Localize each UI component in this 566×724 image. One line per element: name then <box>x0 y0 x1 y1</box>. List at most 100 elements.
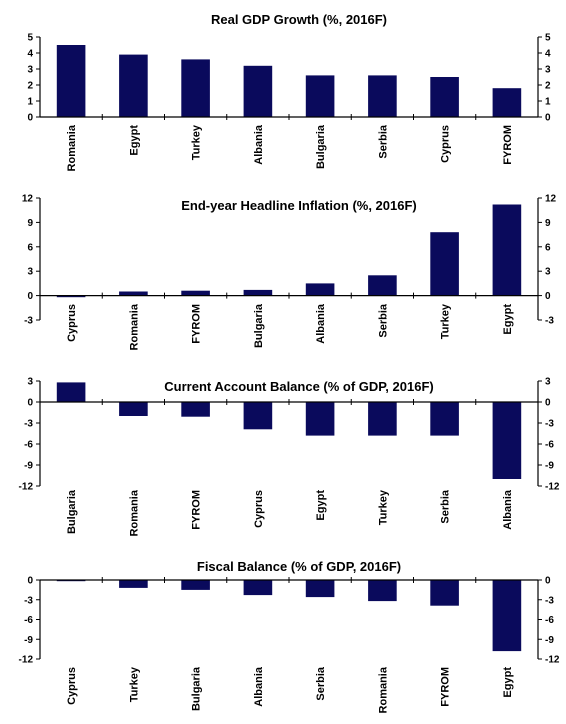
bar-egypt <box>305 402 335 436</box>
bar-romania <box>56 45 86 117</box>
bar-turkey <box>430 232 459 296</box>
category-label: Egypt <box>502 667 514 698</box>
bar-fyrom <box>492 88 522 117</box>
y-tick-label-right: -6 <box>545 440 554 451</box>
bar-bulgaria <box>56 382 86 402</box>
category-label: Bulgaria <box>66 489 78 534</box>
y-tick-label-left: 6 <box>27 242 33 253</box>
bar-albania <box>243 65 273 117</box>
category-label: Cyprus <box>66 667 78 705</box>
category-label: FYROM <box>502 125 514 165</box>
y-tick-label-right: -9 <box>545 461 554 472</box>
bar-albania <box>305 283 335 296</box>
chart-title: End-year Headline Inflation (%, 2016F) <box>181 198 417 213</box>
y-tick-label-left: -9 <box>24 635 33 646</box>
bar-albania <box>243 580 273 596</box>
y-tick-label-right: -12 <box>545 482 560 493</box>
category-label: Serbia <box>377 124 389 159</box>
bar-romania <box>119 402 148 416</box>
y-tick-label-left: 3 <box>27 65 33 76</box>
y-tick-label-right: 5 <box>545 33 551 44</box>
y-tick-label-right: -9 <box>545 635 554 646</box>
category-label: Serbia <box>440 489 452 524</box>
category-label: Cyprus <box>440 125 452 163</box>
y-tick-label-right: 0 <box>545 113 551 124</box>
chart-4: -12 -9 -6 -3 0 -12 -9 -6 -3 0 Fiscal Balance (% of… <box>19 559 560 713</box>
category-label: Egypt <box>502 304 514 335</box>
bar-serbia <box>305 580 335 598</box>
y-tick-label-left: 3 <box>27 377 33 388</box>
chart-3: -12 -9 -6 -3 0 3 -12 -9 -6 -3 0 3 Current Account Ba… <box>19 377 560 537</box>
bar-serbia <box>368 275 397 296</box>
y-tick-label-right: 0 <box>545 291 551 302</box>
y-tick-label-left: 4 <box>27 49 33 60</box>
bar-egypt <box>492 204 522 296</box>
bar-fyrom <box>430 580 459 606</box>
y-tick-label-left: 0 <box>27 398 33 409</box>
category-label: Egypt <box>128 125 140 156</box>
category-label: Romania <box>377 666 389 713</box>
y-tick-label-right: 12 <box>545 194 557 205</box>
bar-turkey <box>181 59 210 117</box>
category-label: Romania <box>66 124 78 171</box>
y-tick-label-left: 9 <box>27 218 33 229</box>
bar-fyrom <box>181 402 210 417</box>
category-label: Bulgaria <box>191 666 203 711</box>
y-tick-label-left: -12 <box>19 655 34 666</box>
y-tick-label-right: 3 <box>545 377 551 388</box>
chart-title: Current Account Balance (% of GDP, 2016F… <box>164 379 433 394</box>
bar-romania <box>119 291 148 296</box>
category-label: Egypt <box>315 490 327 521</box>
bar-romania <box>368 580 397 602</box>
y-tick-label-right: 0 <box>545 576 551 587</box>
category-label: FYROM <box>440 667 452 707</box>
y-tick-label-right: 4 <box>545 49 551 60</box>
y-tick-label-right: 1 <box>545 97 551 108</box>
y-tick-label-left: 0 <box>27 113 33 124</box>
y-tick-label-right: 0 <box>545 398 551 409</box>
category-label: Turkey <box>377 489 389 525</box>
category-label: FYROM <box>191 304 203 344</box>
chart-title: Real GDP Growth (%, 2016F) <box>211 12 387 27</box>
y-tick-label-left: -9 <box>24 461 33 472</box>
y-tick-label-left: -3 <box>24 595 33 606</box>
bar-egypt <box>492 580 522 652</box>
y-tick-label-left: 3 <box>27 267 33 278</box>
y-tick-label-left: 0 <box>27 291 33 302</box>
y-tick-label-left: -6 <box>24 440 33 451</box>
bar-albania <box>492 402 522 479</box>
bar-serbia <box>430 402 459 436</box>
y-tick-label-left: 0 <box>27 576 33 587</box>
category-label: FYROM <box>191 490 203 530</box>
y-tick-label-right: 6 <box>545 242 551 253</box>
category-label: Serbia <box>315 666 327 701</box>
category-label: Turkey <box>128 666 140 702</box>
category-label: Turkey <box>440 303 452 339</box>
y-tick-label-left: 1 <box>27 97 33 108</box>
chart-title: Fiscal Balance (% of GDP, 2016F) <box>197 559 401 574</box>
category-label: Turkey <box>191 124 203 160</box>
y-tick-label-right: -12 <box>545 655 560 666</box>
y-tick-label-left: 5 <box>27 33 33 44</box>
chart-1: 0 1 2 3 4 5 0 1 2 3 4 5 Real GDP Growth (%, 2016F) Ro… <box>27 12 551 171</box>
chart-2: -3 0 3 6 9 12 -3 0 3 6 9 12 End-year Headline Inflat… <box>22 194 557 351</box>
category-label: Serbia <box>377 303 389 338</box>
y-tick-label-right: 3 <box>545 65 551 76</box>
bar-fyrom <box>181 290 210 296</box>
category-label: Romania <box>128 489 140 536</box>
y-tick-label-left: 12 <box>22 194 34 205</box>
y-tick-label-right: -6 <box>545 615 554 626</box>
y-tick-label-right: -3 <box>545 419 554 430</box>
y-tick-label-right: -3 <box>545 316 554 327</box>
bar-turkey <box>119 580 148 588</box>
bar-cyprus <box>56 295 86 298</box>
category-label: Romania <box>128 303 140 350</box>
y-tick-label-left: -3 <box>24 419 33 430</box>
y-tick-label-left: 2 <box>27 81 33 92</box>
bar-bulgaria <box>181 580 210 590</box>
bar-bulgaria <box>243 289 273 296</box>
y-tick-label-right: 3 <box>545 267 551 278</box>
category-label: Bulgaria <box>253 303 265 348</box>
bar-egypt <box>119 54 148 117</box>
